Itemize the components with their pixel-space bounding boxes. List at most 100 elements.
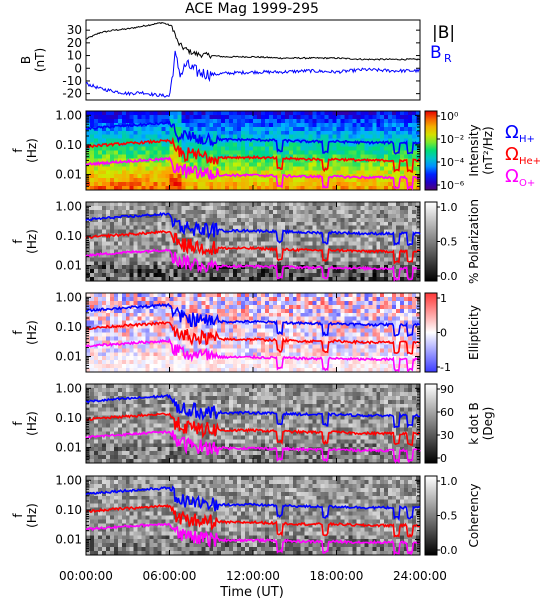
spectrogram-cell [368,245,372,249]
spectrogram-cell [122,170,126,174]
spectrogram-cell [293,317,297,321]
spectrogram-cell [217,143,221,147]
spectrogram-cell [181,218,185,222]
spectrogram-cell [352,162,356,166]
spectrogram-cell [217,297,221,301]
spectrogram-cell [221,131,225,135]
spectrogram-cell [134,257,138,261]
spectrogram-cell [170,269,174,273]
spectrogram-cell [229,301,233,305]
spectrogram-cell [340,214,344,218]
spectrogram-cell [289,305,293,309]
spectrogram-cell [400,245,404,249]
spectrogram-cell [277,139,281,143]
spectrogram-cell [94,265,98,269]
spectrogram-cell [400,242,404,246]
spectrogram-cell [189,154,193,158]
spectrogram-cell [118,352,122,356]
spectrogram-cell [170,245,174,249]
spectrogram-cell [130,147,134,151]
spectrogram-cell [146,182,150,186]
spectrogram-cell [376,182,380,186]
spectrogram-cell [372,115,376,119]
spectrogram-cell [146,222,150,226]
spectrogram-cell [162,317,166,321]
spectrogram-cell [400,147,404,151]
spectrogram-cell [177,297,181,301]
spectrogram-cell [400,166,404,170]
spectrogram-cell [213,123,217,127]
spectrogram-cell [237,147,241,151]
spectrogram-cell [285,143,289,147]
spectrogram-cell [301,333,305,337]
spectrogram-cell [134,344,138,348]
spectrogram-cell [98,131,102,135]
spectrogram-cell [321,297,325,301]
spectrogram-cell [142,218,146,222]
spectrogram-cell [138,257,142,261]
spectrogram-cell [150,218,154,222]
spectrogram-cell [181,325,185,329]
spectrogram-cell [213,218,217,222]
spectrogram-cell [229,119,233,123]
spectrogram-cell [106,174,110,178]
spectrogram-cell [205,119,209,123]
spectrogram-cell [297,218,301,222]
spectrogram-cell [305,261,309,265]
spectrogram-cell [309,297,313,301]
spectrogram-cell [352,147,356,151]
spectrogram-cell [317,313,321,317]
spectrogram-cell [241,253,245,257]
spectrogram-cell [277,356,281,360]
spectrogram-cell [166,317,170,321]
spectrogram-cell [253,269,257,273]
spectrogram-cell [138,206,142,210]
spectrogram-cell [94,230,98,234]
spectrogram-cell [110,317,114,321]
spectrogram-cell [249,360,253,364]
spectrogram-cell [329,119,333,123]
spectrogram-cell [293,115,297,119]
spectrogram-cell [102,147,106,151]
spectrogram-cell [360,253,364,257]
spectrogram-cell [158,364,162,368]
spectrogram-cell [90,261,94,265]
spectrogram-cell [301,151,305,155]
spectrogram-cell [253,333,257,337]
spectrogram-cell [289,218,293,222]
spectrogram-cell [317,218,321,222]
spectrogram-cell [337,261,341,265]
spectrogram-cell [265,333,269,337]
spectrogram-cell [253,364,257,368]
spectrogram-cell [289,182,293,186]
spectrogram-cell [249,249,253,253]
spectrogram-cell [297,111,301,115]
spectrogram-cell [98,135,102,139]
spectrogram-cell [301,352,305,356]
spectrogram-cell [356,151,360,155]
spectrogram-cell [241,238,245,242]
spectrogram-cell [221,340,225,344]
spectrogram-cell [301,170,305,174]
spectrogram-cell [376,245,380,249]
spectrogram-cell [237,214,241,218]
spectrogram-cell [408,162,412,166]
b-y-axis-label: B [19,56,33,64]
spectrogram-cell [301,269,305,273]
spectrogram-cell [273,127,277,131]
spectrogram-cell [138,162,142,166]
spectrogram-cell [106,360,110,364]
spectrogram-cell [293,344,297,348]
spectrogram-cell [368,127,372,131]
spectrogram-cell [138,147,142,151]
spectrogram-cell [154,261,158,265]
spectrogram-cell [126,301,130,305]
spectrogram-cell [396,206,400,210]
spectrogram-cell [289,222,293,226]
spectrogram-cell [106,131,110,135]
spectrogram-cell [285,344,289,348]
spectrogram-cell [217,131,221,135]
spectrogram-cell [348,344,352,348]
spectrogram-cell [356,182,360,186]
spectrogram-cell [325,135,329,139]
